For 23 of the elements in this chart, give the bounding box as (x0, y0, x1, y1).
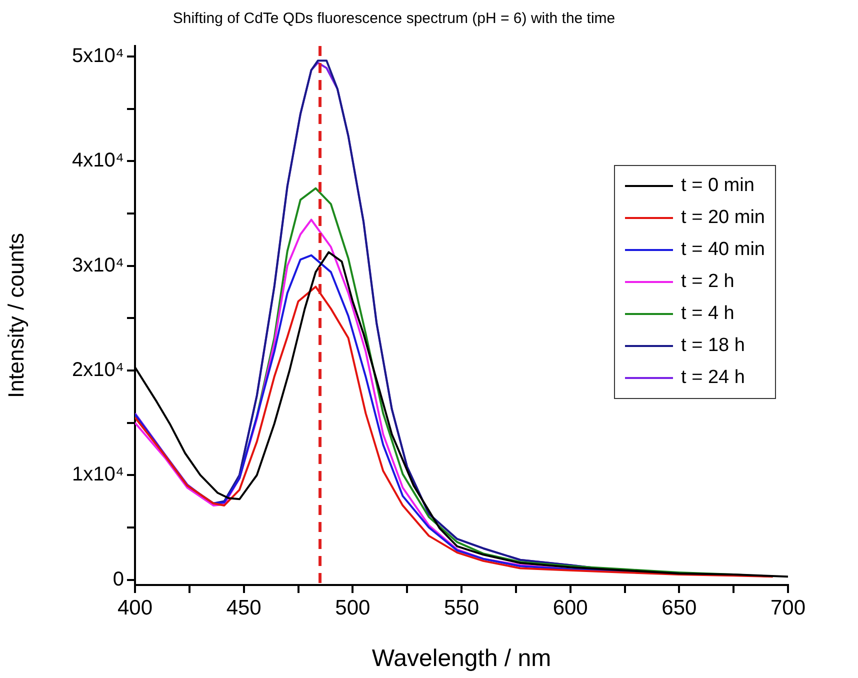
legend-label: t = 24 h (681, 366, 745, 389)
legend-label: t = 2 h (681, 270, 734, 293)
y-tick-label: 4x10⁴ (72, 150, 124, 172)
x-tick-label: 600 (552, 596, 588, 620)
x-tick-label: 550 (444, 596, 480, 620)
y-tick-label: 5x10⁴ (72, 44, 124, 67)
legend-label: t = 20 min (681, 206, 765, 229)
chart-title: Shifting of CdTe QDs fluorescence spectrum (pH = 6) with the time (172, 10, 616, 28)
x-tick-label: 700 (770, 596, 806, 620)
y-tick-label: 3x10⁴ (72, 254, 124, 276)
x-axis-title: Wavelength / nm (372, 645, 552, 672)
legend-label: t = 4 h (681, 302, 734, 325)
legend-label: t = 0 min (681, 174, 754, 197)
x-tick-label: 450 (226, 596, 262, 620)
y-tick-label: 0 (112, 568, 124, 590)
x-tick-label: 400 (117, 596, 153, 620)
y-tick-label: 2x10⁴ (72, 358, 124, 381)
y-tick-label: 1x10⁴ (72, 464, 124, 486)
y-axis-title: Intensity / counts (3, 232, 28, 398)
x-tick-label: 500 (335, 596, 370, 620)
x-tick-label: 650 (662, 596, 697, 620)
legend-label: t = 40 min (681, 238, 765, 261)
legend-label: t = 18 h (681, 334, 745, 357)
